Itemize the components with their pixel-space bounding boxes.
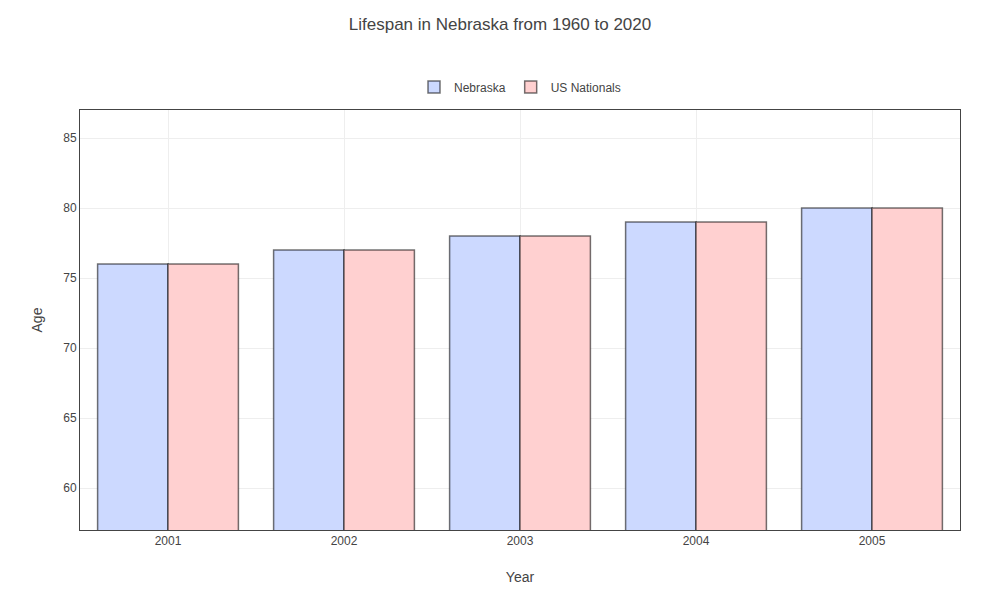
svg-text:2005: 2005	[859, 534, 886, 548]
svg-text:Age: Age	[29, 307, 45, 332]
svg-text:60: 60	[63, 481, 77, 495]
svg-text:80: 80	[63, 201, 77, 215]
svg-text:85: 85	[63, 131, 77, 145]
svg-text:2004: 2004	[683, 534, 710, 548]
svg-text:Nebraska: Nebraska	[454, 81, 506, 95]
svg-text:75: 75	[63, 271, 77, 285]
svg-text:2002: 2002	[331, 534, 358, 548]
svg-text:2001: 2001	[155, 534, 182, 548]
svg-text:70: 70	[63, 341, 77, 355]
svg-text:2003: 2003	[507, 534, 534, 548]
svg-text:65: 65	[63, 411, 77, 425]
svg-text:US Nationals: US Nationals	[551, 81, 621, 95]
svg-text:Lifespan in Nebraska from 1960: Lifespan in Nebraska from 1960 to 2020	[349, 15, 651, 34]
svg-text:Year: Year	[506, 569, 535, 585]
